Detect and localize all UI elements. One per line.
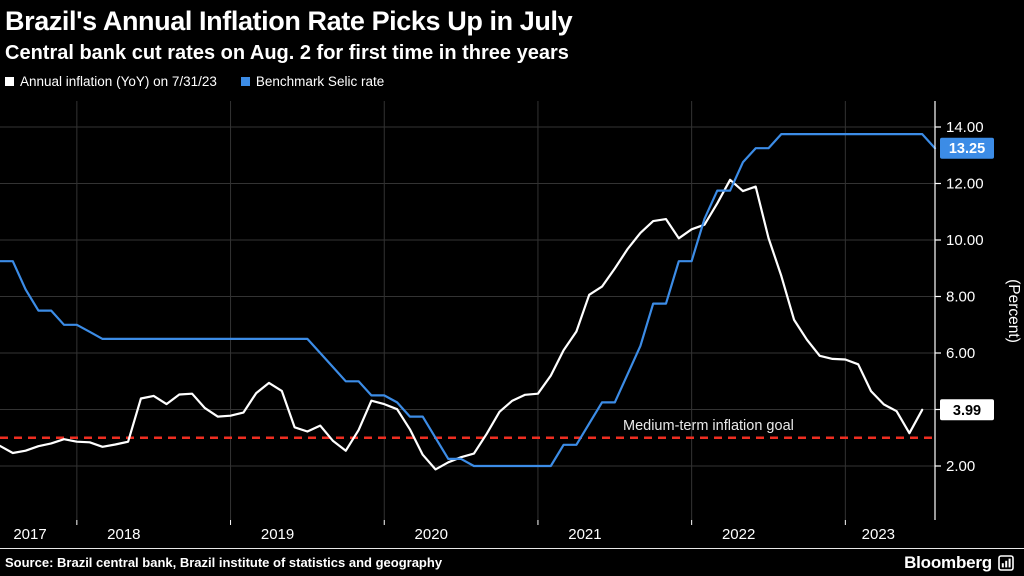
selic-line bbox=[0, 132, 937, 468]
bloomberg-chart-icon bbox=[998, 554, 1014, 571]
x-axis-label: 2022 bbox=[722, 526, 755, 543]
chart-title: Brazil's Annual Inflation Rate Picks Up … bbox=[5, 6, 573, 36]
x-axis-label: 2020 bbox=[415, 526, 448, 543]
chart-header: Brazil's Annual Inflation Rate Picks Up … bbox=[0, 0, 1024, 96]
legend-item-inflation: Annual inflation (YoY) on 7/31/23 bbox=[5, 74, 217, 89]
bloomberg-logo: Bloomberg bbox=[904, 553, 1014, 573]
x-axis-label: 2021 bbox=[568, 526, 601, 543]
chart-footer: Source: Brazil central bank, Brazil inst… bbox=[0, 548, 1024, 576]
y-axis-label: 2.00 bbox=[946, 458, 975, 475]
x-axis-label: 2018 bbox=[107, 526, 140, 543]
y-axis-label: 8.00 bbox=[946, 289, 975, 306]
selic-value-badge bbox=[940, 137, 994, 159]
bloomberg-wordmark: Bloomberg bbox=[904, 552, 992, 572]
inflation-goal-label: Medium-term inflation goal bbox=[623, 418, 794, 434]
inflation-series-swatch-icon bbox=[5, 77, 14, 86]
y-axis-label: 12.00 bbox=[946, 176, 984, 193]
legend-label-selic: Benchmark Selic rate bbox=[255, 74, 385, 89]
legend-item-selic: Benchmark Selic rate bbox=[240, 74, 385, 89]
y-axis-label: 10.00 bbox=[946, 232, 984, 249]
y-axis-label: 14.00 bbox=[946, 119, 984, 136]
selic-series-swatch-icon bbox=[240, 77, 250, 86]
x-axis-label: 2019 bbox=[261, 526, 294, 543]
chart-subtitle: Central bank cut rates on Aug. 2 for fir… bbox=[5, 42, 569, 64]
y-axis-label: 6.00 bbox=[946, 345, 975, 362]
inflation-value-badge-text: 3.99 bbox=[953, 403, 981, 419]
x-axis-label: 2023 bbox=[862, 526, 895, 543]
inflation-line bbox=[0, 178, 924, 471]
source-text: Source: Brazil central bank, Brazil inst… bbox=[5, 555, 443, 570]
chart-legend: Annual inflation (YoY) on 7/31/23 Benchm… bbox=[5, 74, 1016, 89]
y-axis-title: (Percent) bbox=[1005, 279, 1022, 343]
inflation-value-badge bbox=[940, 399, 994, 421]
legend-label-inflation: Annual inflation (YoY) on 7/31/23 bbox=[20, 74, 217, 89]
chart-canvas: Medium-term inflation goal 14.00 12.00 10.0… bbox=[0, 101, 1022, 543]
selic-value-badge-text: 13.25 bbox=[949, 141, 985, 157]
x-axis-label: 2017 bbox=[13, 526, 46, 543]
